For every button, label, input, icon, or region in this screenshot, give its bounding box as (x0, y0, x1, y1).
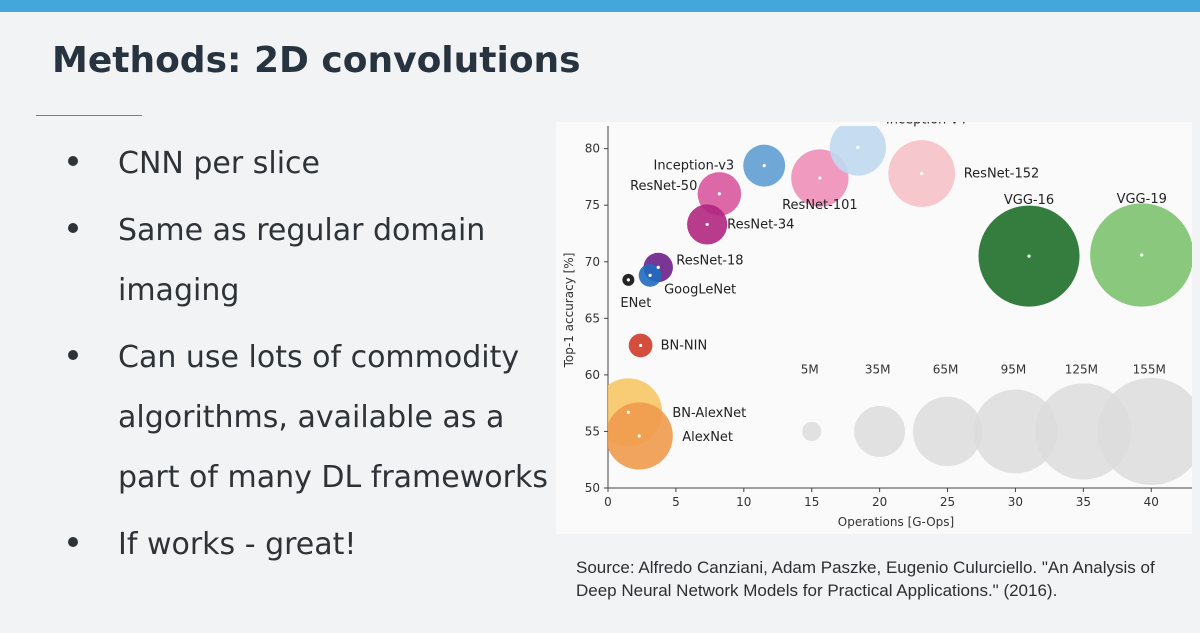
x-tick-label: 40 (1144, 495, 1159, 509)
x-tick-label: 0 (604, 495, 612, 509)
model-center-dot (1027, 254, 1031, 258)
model-center-dot (638, 343, 643, 348)
slide-title: Methods: 2D convolutions (52, 40, 581, 81)
model-center-dot (705, 222, 709, 227)
y-tick-label: 65 (585, 311, 600, 325)
top-accent-bar (0, 0, 1200, 12)
model-bubble (829, 126, 886, 176)
size-legend-bubble (973, 389, 1058, 474)
bullet-list: CNN per slice Same as regular domain ima… (68, 134, 548, 582)
model-center-dot (920, 171, 924, 176)
model-center-dot (648, 273, 652, 277)
y-tick-label: 50 (585, 481, 600, 495)
size-legend-label: 35M (865, 363, 891, 377)
x-tick-label: 25 (940, 495, 955, 509)
model-label: GoogLeNet (664, 282, 736, 297)
bullet-dot-icon (68, 223, 78, 233)
x-tick-label: 35 (1076, 495, 1091, 509)
bullet-item: Same as regular domain imaging (68, 201, 548, 321)
x-axis-label: Operations [G-Ops] (838, 515, 954, 529)
y-tick-label: 70 (585, 255, 600, 269)
size-legend-bubble (854, 405, 906, 457)
size-legend-bubble (802, 421, 822, 442)
bullet-item: Can use lots of commodity algorithms, av… (68, 328, 548, 508)
model-label: ResNet-50 (630, 179, 697, 194)
y-tick-label: 80 (585, 142, 600, 156)
model-center-dot (1140, 253, 1144, 257)
model-label: ResNet-101 (782, 198, 858, 213)
accuracy-vs-operations-chart: 0 5 10 15 20 25 30 35 40 50 55 60 65 70 75 80 5M 35M 65M 9… (556, 122, 1192, 534)
model-label: BN-NIN (661, 338, 708, 353)
bullet-text: If works - great! (118, 527, 357, 562)
y-tick-label: 75 (585, 198, 600, 212)
model-label: VGG-16 (1004, 193, 1054, 208)
x-tick-label: 10 (736, 495, 751, 509)
size-legend-bubble (1097, 377, 1192, 485)
x-tick-label: 15 (804, 495, 819, 509)
bullet-dot-icon (68, 156, 78, 166)
y-axis-label: Top-1 accuracy [%] (562, 253, 576, 369)
bullet-item: CNN per slice (68, 134, 548, 194)
size-legend-label: 125M (1065, 363, 1098, 377)
model-center-dot (818, 176, 822, 180)
y-tick-label: 60 (585, 368, 600, 382)
model-label: Inception-v3 (653, 159, 734, 174)
model-label: ResNet-18 (676, 253, 743, 268)
model-center-dot (626, 410, 630, 414)
model-label: Inception-v4 (886, 122, 967, 127)
size-legend-label: 5M (801, 363, 819, 377)
x-tick-label: 30 (1008, 495, 1023, 509)
size-legend-label: 65M (933, 363, 959, 377)
size-legend-label: 155M (1133, 363, 1166, 377)
x-tick-label: 20 (872, 495, 887, 509)
model-center-dot (637, 434, 641, 438)
bullet-dot-icon (68, 350, 78, 360)
bullet-text: Can use lots of commodity algorithms, av… (118, 340, 548, 495)
bullet-dot-icon (68, 537, 78, 547)
x-tick-label: 5 (672, 495, 680, 509)
model-label: ENet (620, 296, 651, 311)
title-divider (36, 115, 142, 116)
model-center-dot (626, 278, 630, 282)
bullet-text: Same as regular domain imaging (118, 213, 486, 308)
model-center-dot (856, 145, 860, 150)
model-center-dot (762, 163, 766, 168)
model-label: VGG-19 (1117, 192, 1167, 207)
model-label: ResNet-152 (964, 167, 1040, 182)
source-citation: Source: Alfredo Canziani, Adam Paszke, E… (576, 558, 1155, 600)
model-label: BN-AlexNet (672, 406, 746, 421)
model-label: ResNet-34 (727, 217, 794, 232)
y-tick-label: 55 (585, 424, 600, 438)
model-center-dot (656, 265, 660, 270)
bullet-item: If works - great! (68, 515, 548, 575)
size-legend-label: 95M (1001, 363, 1027, 377)
model-center-dot (717, 192, 721, 196)
size-legend-bubble (912, 396, 983, 467)
model-label: AlexNet (682, 430, 733, 445)
bullet-text: CNN per slice (118, 146, 320, 181)
